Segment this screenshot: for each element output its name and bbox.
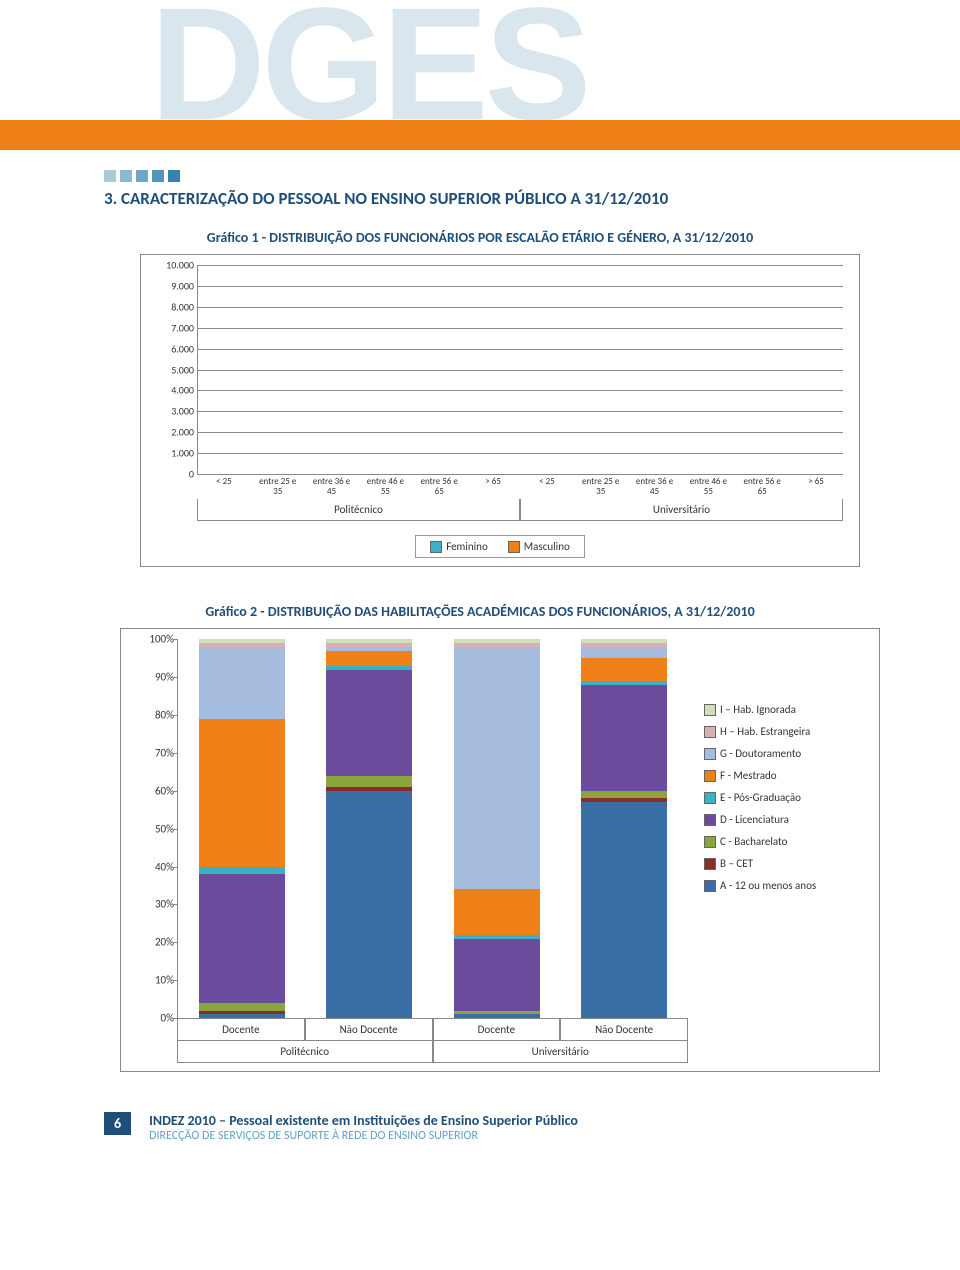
chart2-legend-label: E - Pós-Graduação [720,787,801,809]
chart2-ytick: 30% [130,898,174,911]
chart1-xtick: > 65 [466,475,520,499]
chart2-bar [581,639,667,1018]
chart1-groups: PolitécnicoUniversitário [197,499,843,521]
chart1-xtick: entre 56 e65 [412,475,466,499]
chart2-groups: PolitécnicoUniversitário [177,1041,688,1063]
chart1-xtick: entre 36 e45 [305,475,359,499]
chart1-frame: 0 1.000 2.000 3.000 4.000 5.000 6.000 7.000 8.00… [140,254,860,567]
chart2-bar [326,639,412,1018]
chart2-legend-item: E - Pós-Graduação [704,787,871,809]
chart2-ytick: 90% [130,671,174,684]
chart1-ytick: 8.000 [150,300,194,313]
chart1-ytick: 7.000 [150,321,194,334]
footer-subtitle: DIRECÇÃO DE SERVIÇOS DE SUPORTE À REDE D… [149,1129,578,1143]
chart1-xtick: < 25 [520,475,574,499]
chart2-title: Gráfico 2 - DISTRIBUIÇÃO DAS HABILITAÇÕE… [0,603,960,620]
chart2-ytick: 100% [130,633,174,646]
chart2-legend-item: D - Licenciatura [704,809,871,831]
chart2-legend-label: I – Hab. Ignorada [720,699,796,721]
chart2-frame: 0%10%20%30%40%50%60%70%80%90%100% Docent… [120,628,880,1072]
chart2-bar [199,639,285,1018]
chart2-xlabels: DocenteNão DocenteDocenteNão Docente [177,1019,688,1041]
chart1-plot: 01.0002.0003.0004.0005.0006.0007.0008.00… [197,265,843,475]
chart1-ytick: 4.000 [150,384,194,397]
page-number: 6 [104,1112,131,1135]
chart2-ytick: 70% [130,746,174,759]
chart1-ytick: 3.000 [150,405,194,418]
chart1-ytick: 10.000 [150,259,194,272]
chart1-ytick: 1.000 [150,447,194,460]
chart1-group-label: Universitário [520,499,843,521]
chart2-legend-item: C - Bacharelato [704,831,871,853]
chart1-title: Gráfico 1 - DISTRIBUIÇÃO DOS FUNCIONÁRIO… [0,229,960,246]
chart2-plot: 0%10%20%30%40%50%60%70%80%90%100% [177,639,688,1019]
chart2-legend-item: G - Doutoramento [704,743,871,765]
chart2-ytick: 0% [130,1012,174,1025]
chart1-xlabels: < 25entre 25 e35entre 36 e45entre 46 e55… [197,475,843,499]
chart1-group-label: Politécnico [197,499,520,521]
legend-item-masculino: Masculino [508,540,570,553]
chart1-xtick: entre 36 e45 [628,475,682,499]
chart1-ytick: 2.000 [150,426,194,439]
decorative-squares [104,170,960,182]
chart2-ytick: 80% [130,708,174,721]
chart2-legend-label: C - Bacharelato [720,831,787,853]
chart1-legend: Feminino Masculino [415,535,585,558]
chart2-legend-item: F - Mestrado [704,765,871,787]
chart2-bar [454,639,540,1018]
chart1-ytick: 9.000 [150,279,194,292]
footer: 6 INDEZ 2010 – Pessoal existente em Inst… [0,1112,960,1143]
header-stripe [0,120,960,150]
chart1-xtick: < 25 [197,475,251,499]
chart2-legend-item: I – Hab. Ignorada [704,699,871,721]
chart1-xtick: entre 46 e55 [681,475,735,499]
chart2-ytick: 50% [130,822,174,835]
chart2-legend-label: H – Hab. Estrangeira [720,721,810,743]
chart2-ytick: 10% [130,974,174,987]
chart2-legend-label: G - Doutoramento [720,743,801,765]
legend-label-masculino: Masculino [524,540,570,553]
chart2-group-label: Politécnico [177,1041,433,1063]
chart2-legend-item: A - 12 ou menos anos [704,875,871,897]
chart2-bars [178,639,688,1018]
chart2-xtick: Docente [433,1019,561,1041]
chart2-xtick: Não Docente [560,1019,688,1041]
section-title: 3. CARACTERIZAÇÃO DO PESSOAL NO ENSINO S… [104,188,960,209]
footer-title: INDEZ 2010 – Pessoal existente em Instit… [149,1112,578,1129]
chart2-ytick: 60% [130,784,174,797]
chart2-xtick: Não Docente [305,1019,433,1041]
chart1-xtick: entre 56 e65 [735,475,789,499]
chart2-ytick: 40% [130,860,174,873]
chart1-xtick: entre 25 e35 [251,475,305,499]
chart1-xtick: entre 25 e35 [574,475,628,499]
chart2-legend-label: A - 12 ou menos anos [720,875,816,897]
legend-item-feminino: Feminino [430,540,488,553]
chart2-xtick: Docente [177,1019,305,1041]
chart2-legend-label: B – CET [720,853,753,875]
header: DGES [0,0,960,160]
chart1-ytick: 6.000 [150,342,194,355]
chart1-ytick: 0 [150,468,194,481]
chart1-ytick: 5.000 [150,363,194,376]
legend-label-feminino: Feminino [446,540,488,553]
chart2-legend-item: B – CET [704,853,871,875]
chart1-xtick: entre 46 e55 [358,475,412,499]
chart2-ytick: 20% [130,936,174,949]
chart2-group-label: Universitário [433,1041,689,1063]
chart2-legend: I – Hab. IgnoradaH – Hab. EstrangeiraG -… [696,639,871,1063]
chart2-legend-item: H – Hab. Estrangeira [704,721,871,743]
chart1-xtick: > 65 [789,475,843,499]
chart2-legend-label: F - Mestrado [720,765,777,787]
chart2-legend-label: D - Licenciatura [720,809,789,831]
